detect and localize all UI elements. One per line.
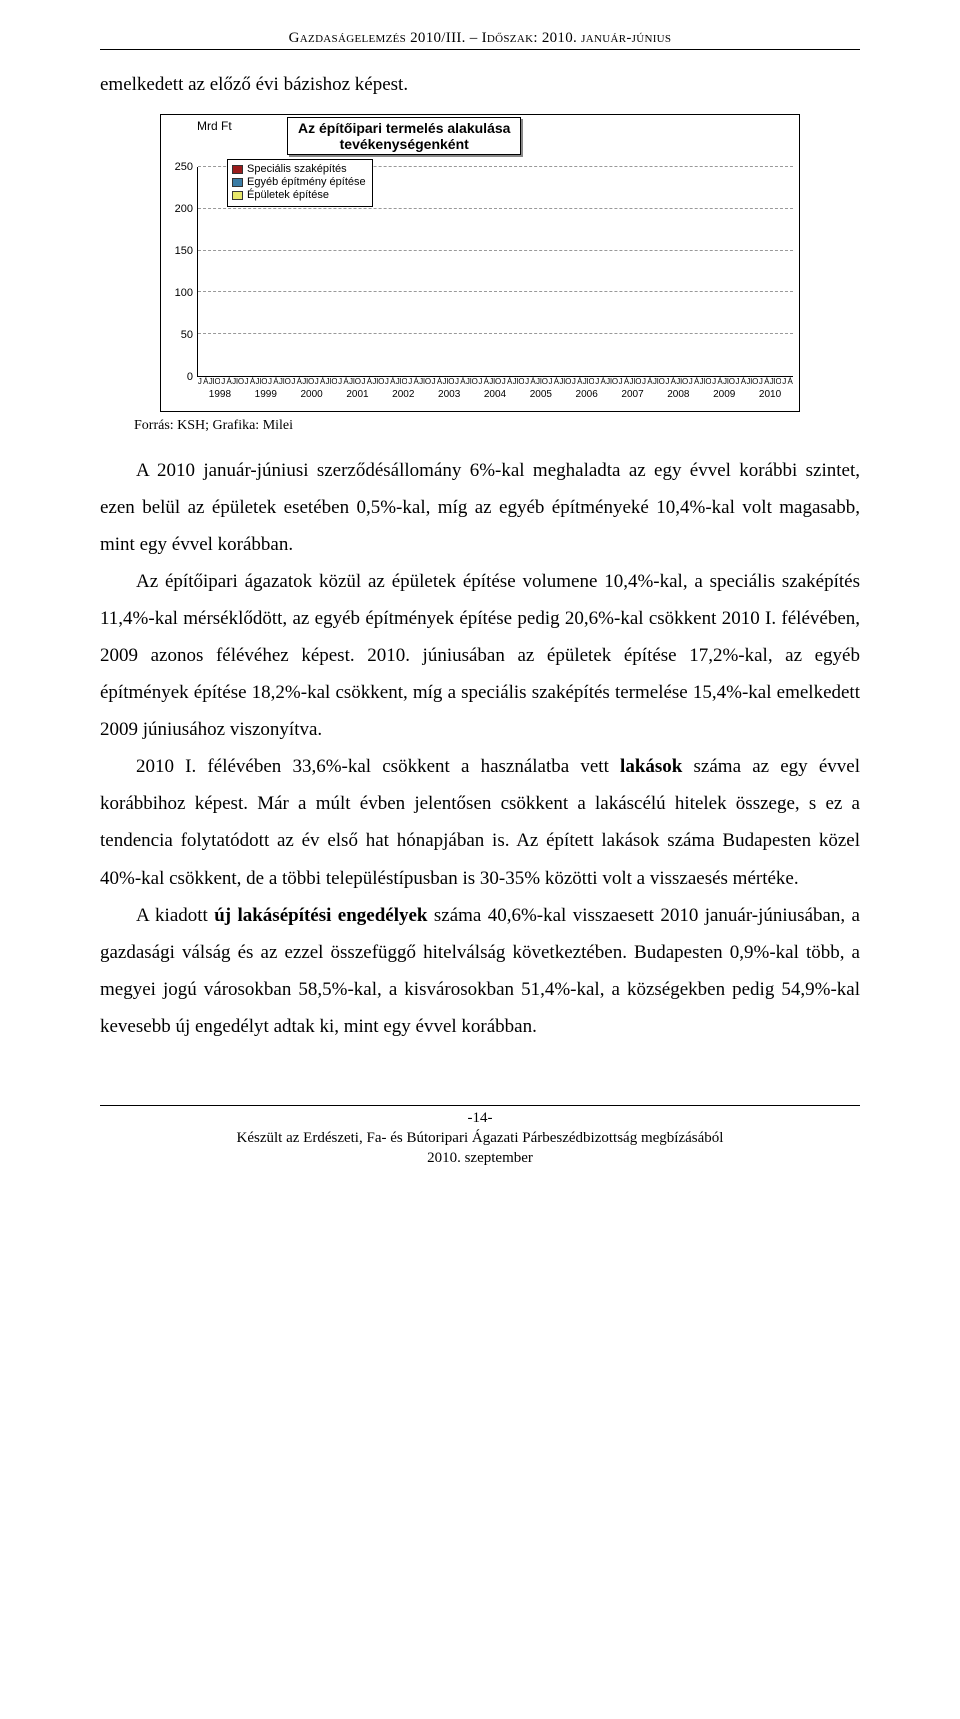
legend-label: Egyéb építmény építése [247, 176, 366, 189]
y-tick: 200 [175, 203, 193, 215]
x-year-ticks: 1998199920002001200220032004200520062007… [197, 389, 793, 400]
paragraph: 2010 I. félévében 33,6%-kal csökkent a h… [100, 748, 860, 896]
body-text: A 2010 január-júniusi szerződésállomány … [100, 452, 860, 1045]
legend-swatch [232, 191, 243, 200]
x-month-tick: Á [787, 377, 793, 386]
legend-label: Speciális szaképítés [247, 163, 347, 176]
legend-item: Speciális szaképítés [232, 163, 366, 176]
y-tick: 50 [181, 329, 193, 341]
paragraph: A kiadott új lakásépítési engedélyek szá… [100, 897, 860, 1045]
intro-text: emelkedett az előző évi bázishoz képest. [100, 74, 860, 96]
paragraph: A 2010 január-júniusi szerződésállomány … [100, 452, 860, 563]
legend-item: Épületek építése [232, 189, 366, 202]
chart-unit-label: Mrd Ft [197, 119, 232, 133]
footer-line2: 2010. szeptember [100, 1149, 860, 1169]
x-year-tick: 2000 [289, 389, 335, 400]
x-year-tick: 2005 [518, 389, 564, 400]
y-tick: 150 [175, 245, 193, 257]
y-tick: 0 [187, 371, 193, 383]
x-year-tick: 2002 [380, 389, 426, 400]
chart-legend: Speciális szaképítésEgyéb építmény építé… [227, 159, 373, 207]
x-year-tick: 2010 [747, 389, 793, 400]
legend-label: Épületek építése [247, 189, 329, 202]
chart-container: Mrd Ft Az építőipari termelés alakulása … [160, 114, 800, 412]
y-tick: 250 [175, 161, 193, 173]
x-year-tick: 2007 [610, 389, 656, 400]
footer-line1: Készült az Erdészeti, Fa- és Bútoripari … [100, 1129, 860, 1149]
x-month-ticks: JÁJlOJÁJlOJÁJlOJÁJlOJÁJlOJÁJlOJÁJlOJÁJlO… [197, 377, 793, 386]
chart-title: Az építőipari termelés alakulása tevéken… [287, 117, 521, 155]
x-year-tick: 2001 [335, 389, 381, 400]
page-number: -14- [100, 1109, 860, 1129]
x-year-tick: 2009 [701, 389, 747, 400]
x-year-tick: 2008 [655, 389, 701, 400]
page-header: Gazdaságelemzés 2010/III. – Időszak: 201… [100, 30, 860, 50]
chart-title-line2: tevékenységenként [298, 136, 510, 152]
x-year-tick: 2004 [472, 389, 518, 400]
paragraph: Az építőipari ágazatok közül az épületek… [100, 563, 860, 748]
page-root: Gazdaságelemzés 2010/III. – Időszak: 201… [0, 0, 960, 1208]
x-year-tick: 2003 [426, 389, 472, 400]
legend-swatch [232, 165, 243, 174]
chart-title-line1: Az építőipari termelés alakulása [298, 120, 510, 136]
legend-item: Egyéb építmény építése [232, 176, 366, 189]
x-year-tick: 1999 [243, 389, 289, 400]
chart-x-axis: JÁJlOJÁJlOJÁJlOJÁJlOJÁJlOJÁJlOJÁJlOJÁJlO… [197, 377, 793, 407]
legend-swatch [232, 178, 243, 187]
y-tick: 100 [175, 287, 193, 299]
chart-y-axis: 050100150200250 [167, 167, 197, 377]
page-footer: -14- Készült az Erdészeti, Fa- és Bútori… [100, 1105, 860, 1169]
x-year-tick: 2006 [564, 389, 610, 400]
chart-source: Forrás: KSH; Grafika: Milei [134, 418, 860, 434]
x-year-tick: 1998 [197, 389, 243, 400]
